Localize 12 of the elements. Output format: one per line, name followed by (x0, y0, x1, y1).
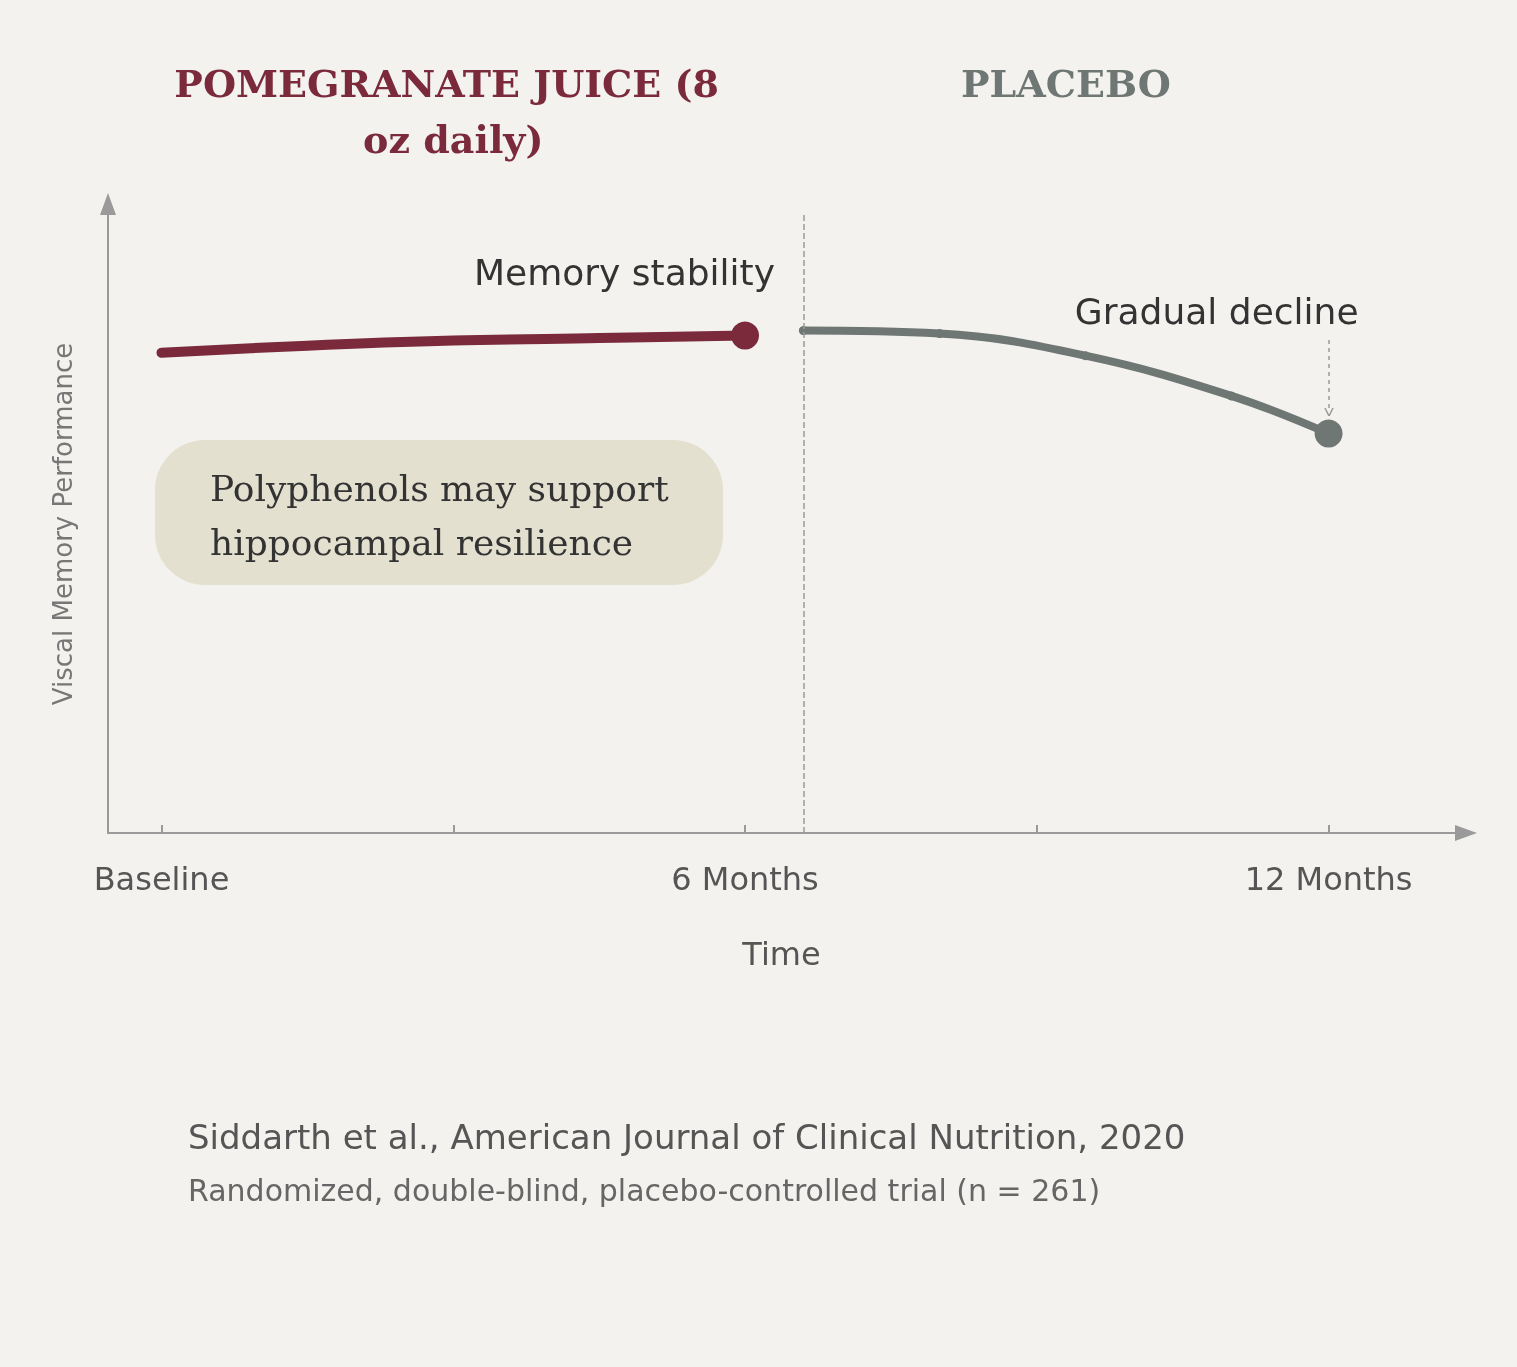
annotation: Gradual decline (1074, 291, 1359, 333)
x-tick-label: 6 Months (671, 860, 819, 898)
text: POMEGRANATE JUICE (8 oz daily) (174, 60, 733, 162)
x-tick-label: Baseline (93, 860, 230, 898)
annotation: Memory stability (473, 252, 776, 294)
text: PLACEBO (961, 60, 1171, 106)
y-axis-title: Viscal Memory Performance (48, 342, 78, 706)
text: Siddarth et al., American Journal of Clinical Nutrition, 2020 (188, 1117, 1186, 1157)
callout-box: Polyphenols may support hippocampal resilience (155, 440, 723, 585)
x-axis-title: Time (741, 935, 821, 973)
x-tick-label: 12 Months (1244, 860, 1413, 898)
text: Randomized, double-blind, placebo-controlled trial (n = 261) (188, 1172, 1101, 1208)
